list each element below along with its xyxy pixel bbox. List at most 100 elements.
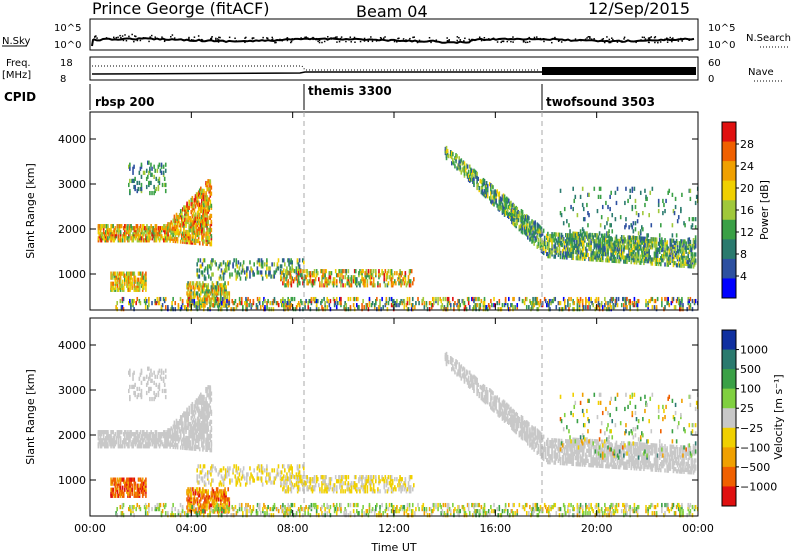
power-cell (433, 301, 435, 306)
power-cell (223, 299, 225, 304)
power-cell (596, 305, 599, 310)
power-cell (675, 233, 678, 238)
power-cell (439, 296, 441, 302)
velocity-cell (136, 436, 139, 441)
power-cell (627, 253, 629, 258)
nsearch-dot (150, 34, 153, 37)
power-cell (231, 272, 233, 277)
nsearch-dot (631, 40, 634, 42)
power-cell (596, 233, 599, 238)
power-cell (123, 281, 126, 286)
nsearch-dot (426, 40, 428, 43)
nsearch-dot (680, 37, 682, 40)
power-cell (688, 217, 691, 222)
power-cell (685, 261, 687, 267)
power-cell (347, 307, 350, 312)
nsearch-dot (480, 39, 483, 42)
nsky-left-tick-low: 10^0 (54, 40, 81, 51)
power-cell (197, 200, 200, 205)
power-cell (421, 298, 424, 304)
power-cell (392, 281, 395, 286)
power-cell (572, 245, 574, 250)
power-cell (386, 307, 389, 312)
power-cell (494, 193, 496, 198)
power-cell (464, 168, 467, 173)
velocity-cell (139, 438, 142, 443)
power-cell (629, 188, 631, 193)
power-cell (625, 245, 627, 250)
velocity-cell (198, 447, 201, 452)
power-cell (655, 257, 658, 262)
power-cell (637, 298, 640, 304)
power-cell (126, 283, 128, 288)
power-cell (128, 164, 130, 169)
power-cell (670, 301, 673, 306)
power-cell (188, 301, 190, 306)
power-cell (493, 303, 495, 308)
power-cell (593, 186, 596, 191)
power-cell (310, 281, 313, 286)
nsearch-dot (188, 38, 190, 41)
power-cell (544, 298, 547, 304)
power-cell (153, 164, 155, 169)
power-cell (672, 296, 675, 302)
power-cell (113, 238, 116, 243)
velocity-cell (186, 407, 188, 412)
power-cell (446, 148, 449, 154)
power-cell (224, 301, 226, 306)
velocity-cell (125, 438, 127, 443)
power-cell (643, 260, 645, 266)
power-cell (396, 298, 398, 304)
power-cell (272, 274, 274, 279)
power-cell (611, 258, 614, 263)
power-cell (631, 204, 634, 210)
power-cell (670, 248, 673, 253)
nsearch-dot (216, 38, 219, 40)
power-cell (512, 212, 514, 218)
velocity-cell (188, 442, 190, 447)
power-cell (481, 182, 484, 188)
power-cell (536, 301, 539, 306)
power-cell (194, 283, 197, 288)
power-cell (626, 259, 628, 264)
nsearch-dot (210, 38, 213, 40)
nsearch-dot (602, 38, 605, 40)
velocity-cell (185, 445, 187, 451)
power-cell (227, 281, 230, 286)
power-cell (397, 277, 399, 282)
power-cell (120, 224, 123, 229)
power-cell (333, 281, 336, 286)
power-cell (375, 298, 377, 304)
power-cell (263, 307, 265, 312)
power-cell (607, 234, 609, 239)
power-cell (623, 255, 625, 260)
nsearch-dot (418, 39, 421, 42)
power-cell (510, 208, 512, 213)
nsearch-dot (657, 41, 659, 44)
velocity-cell (148, 432, 150, 437)
velocity-cell (197, 414, 200, 419)
power-cell (117, 224, 120, 229)
power-cell (102, 236, 105, 241)
velocity-cell (155, 436, 158, 441)
power-cell (357, 296, 359, 302)
power-cell (574, 235, 577, 240)
power-cell (302, 307, 304, 312)
velocity-cell (97, 442, 100, 447)
power-cell (379, 298, 381, 304)
nsearch-dot (526, 41, 529, 44)
power-cell (186, 229, 188, 235)
power-cell (411, 303, 414, 308)
velocity-cell (191, 408, 194, 413)
power-cell (145, 271, 147, 276)
power-cell (509, 201, 511, 206)
power-cell (655, 305, 658, 310)
power-cell (614, 242, 617, 247)
power-cell (408, 301, 411, 306)
power-cell (329, 275, 332, 280)
power-cell (198, 241, 201, 246)
power-cell (145, 287, 147, 292)
power-cell (269, 266, 271, 271)
power-cell (242, 268, 245, 273)
power-cell (676, 255, 679, 260)
